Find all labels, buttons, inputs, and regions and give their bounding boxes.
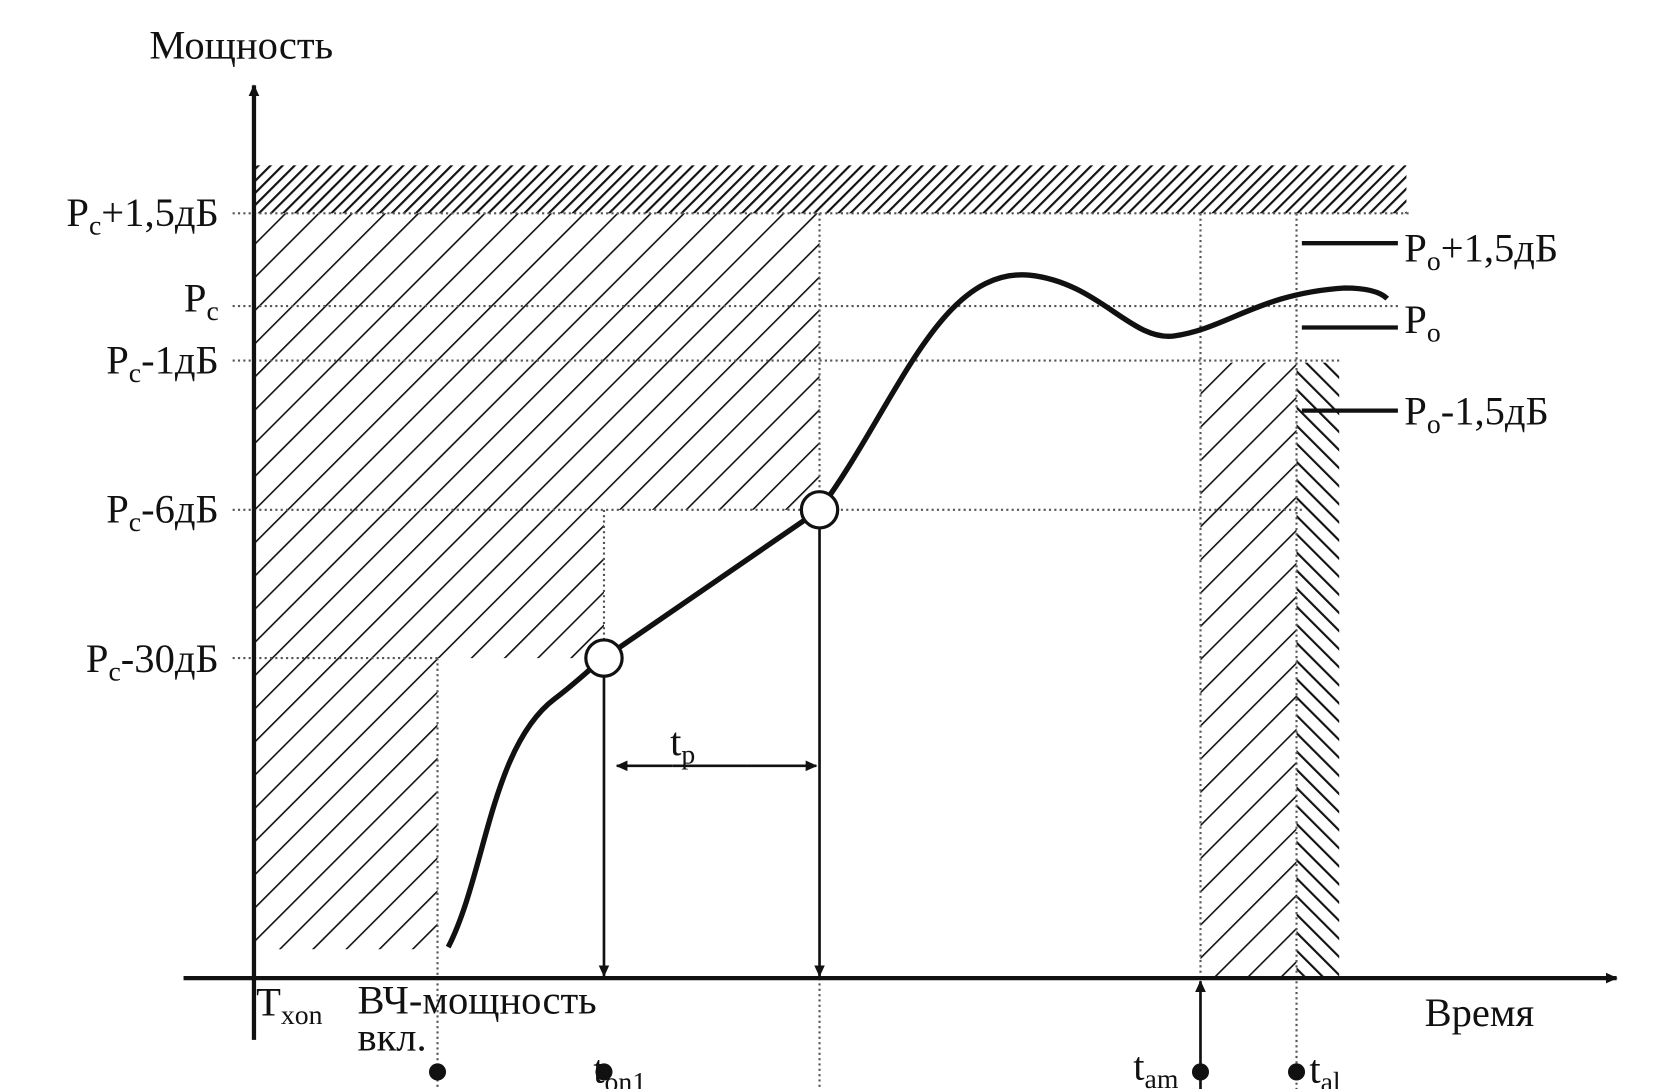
subscript: o	[1427, 408, 1441, 439]
threshold-point	[799, 490, 840, 530]
label-part: -1,5дБ	[1441, 389, 1549, 434]
label-part: P	[66, 190, 89, 235]
subscript: c	[89, 210, 101, 241]
subscript: o	[1427, 316, 1441, 347]
level-label: Pc-6дБ	[106, 487, 219, 538]
label-part: P	[1404, 297, 1427, 342]
subscript: am	[1145, 1063, 1179, 1089]
time-label: ton1	[593, 1047, 646, 1089]
rf-on-label: ВЧ-мощность	[357, 977, 596, 1022]
lower-limit-hatch	[253, 213, 820, 950]
time-label: tal	[1309, 1047, 1341, 1089]
output-level-label: Po+1,5дБ	[1404, 225, 1558, 276]
label-part: P	[1404, 225, 1427, 270]
label-part: +1,5дБ	[101, 190, 218, 235]
subscript: p	[681, 739, 695, 770]
label-part: t	[670, 719, 682, 764]
guides	[232, 212, 1409, 1089]
event-dots	[428, 1063, 1306, 1081]
label-part: T	[256, 979, 281, 1024]
subscript: c	[129, 357, 141, 388]
level-label: Pc-1дБ	[106, 337, 219, 388]
subscript: c	[129, 506, 141, 537]
x-axis-label: Время	[1425, 990, 1535, 1035]
label-part: t	[1309, 1047, 1321, 1089]
subscript: xon	[281, 999, 323, 1030]
subscript: o	[1427, 245, 1441, 276]
alarm-hatch-dense	[1296, 362, 1340, 979]
label-part: P	[1404, 389, 1427, 434]
output-ticks	[1301, 241, 1398, 413]
subscript: al	[1321, 1066, 1341, 1089]
label-part: +1,5дБ	[1441, 225, 1558, 270]
level-label: Pc-30дБ	[86, 636, 219, 687]
power-curve	[445, 272, 1390, 949]
output-level-label: Po-1,5дБ	[1404, 389, 1549, 440]
label-part: t	[593, 1047, 605, 1089]
level-label: Pc+1,5дБ	[66, 190, 218, 241]
time-label: Txon	[256, 979, 322, 1030]
alarm-hatch	[1200, 362, 1297, 979]
time-label: tam	[1133, 1043, 1179, 1089]
subscript: c	[108, 655, 120, 686]
label-part: P	[184, 275, 207, 320]
subscript: c	[206, 295, 218, 326]
threshold-point	[584, 638, 624, 678]
label-part: t	[1133, 1043, 1145, 1088]
rf-on-label: вкл.	[357, 1015, 426, 1060]
time-arrows	[598, 524, 1206, 1089]
time-label: tp	[670, 719, 695, 770]
subscript: on1	[605, 1066, 647, 1089]
label-part: -1дБ	[141, 337, 219, 382]
output-level-label: Po	[1404, 297, 1440, 348]
label-part: -30дБ	[121, 636, 219, 681]
label-part: P	[106, 337, 129, 382]
label-part: -6дБ	[141, 487, 219, 532]
y-axis-label: Мощность	[149, 23, 333, 68]
level-label: Pc	[184, 275, 219, 326]
label-part: P	[106, 487, 129, 532]
label-part: P	[86, 636, 109, 681]
upper-limit-hatch	[253, 165, 1407, 214]
